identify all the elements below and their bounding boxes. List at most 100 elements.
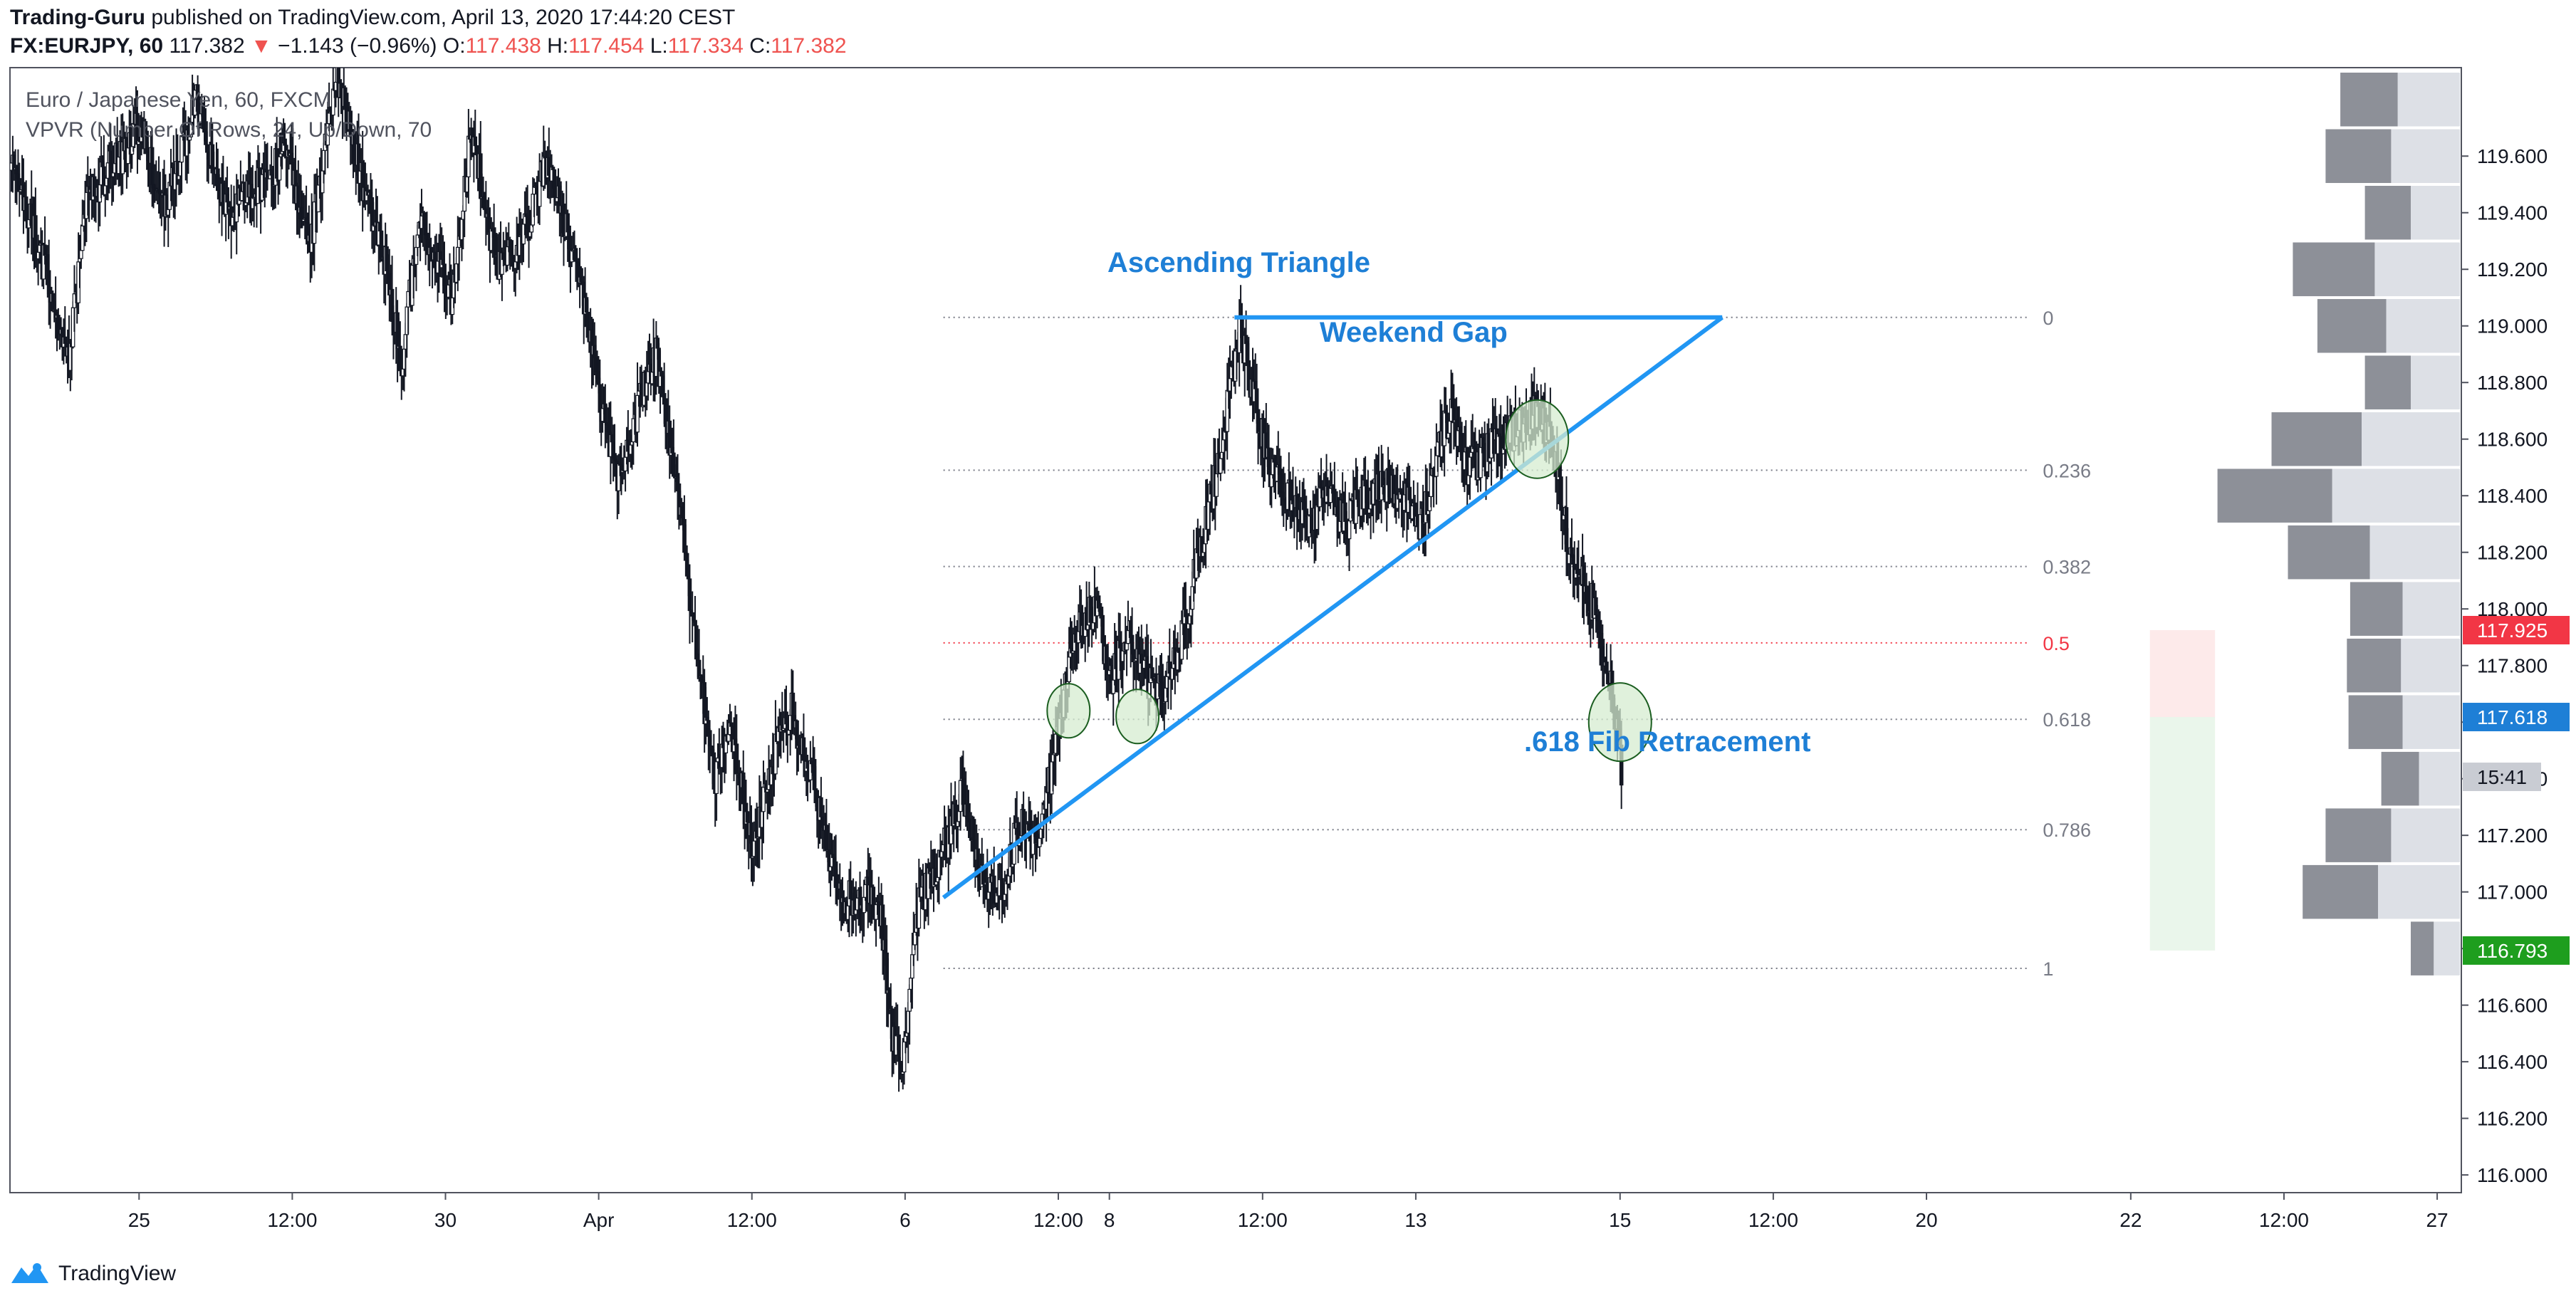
open-label: O: — [442, 34, 466, 58]
fib-retracement-label[interactable]: .618 Fib Retracement — [1524, 726, 1810, 758]
price-tick-label: 119.200 — [2477, 258, 2548, 281]
time-tick-label: 25 — [128, 1209, 150, 1231]
vpvr-legend[interactable]: VPVR (Number Of Rows, 24, Up/Down, 70 — [26, 118, 432, 142]
target-price-tag-text: 117.925 — [2477, 619, 2548, 642]
tradingview-logo-icon[interactable] — [10, 1262, 50, 1286]
target-price-tag-box[interactable] — [2463, 616, 2570, 644]
candle-body — [1125, 643, 1129, 651]
fib-level-label: 0 — [2043, 308, 2053, 329]
close-value: 117.382 — [771, 34, 847, 58]
volume-profile-row-up — [2434, 921, 2460, 975]
tradingview-brand[interactable]: TradingView — [58, 1262, 177, 1285]
low-label: L: — [650, 34, 668, 58]
candle-body — [1037, 837, 1042, 847]
chart-legend: Euro / Japanese Yen, 60, FXCM VPVR (Numb… — [26, 85, 432, 145]
fib-level-label: 0.382 — [2043, 557, 2091, 578]
volume-profile-row-up — [2362, 412, 2460, 466]
ascending-trendline[interactable] — [942, 315, 1724, 900]
time-tick-label: 15 — [1609, 1209, 1631, 1231]
ohlc-bar: FX:EURJPY, 60 117.382 ▼ −1.143 (−0.96%) … — [10, 34, 847, 58]
volume-profile-row-up — [2419, 751, 2460, 806]
price-tick-label: 116.000 — [2477, 1164, 2548, 1186]
volume-profile-row-up — [2411, 185, 2460, 240]
price-tick-label: 117.000 — [2477, 881, 2548, 904]
open-value: 117.438 — [465, 34, 541, 58]
time-tick-label: 6 — [899, 1209, 911, 1231]
time-axis[interactable]: 25 12:00 30 Apr 12:00 6 12:00 8 12:00 13 15 12:00 20… — [128, 1193, 2449, 1231]
symbol-label: FX:EURJPY, 60 — [10, 34, 164, 58]
highlight-circle[interactable] — [1505, 399, 1570, 479]
price-tick-label: 116.600 — [2477, 995, 2548, 1017]
price-tick-label: 117.800 — [2477, 655, 2548, 677]
stop-price-tag-text: 116.793 — [2477, 940, 2548, 962]
ascending-triangle-label[interactable]: Ascending Triangle — [1107, 247, 1370, 278]
price-axis[interactable]: 116.000116.200116.400116.600116.800117.0… — [2461, 145, 2548, 1186]
candle-body — [473, 136, 478, 147]
price-change: −1.143 (−0.96%) — [278, 34, 437, 58]
volume-profile-row-up — [2386, 298, 2460, 353]
time-tick-label: 22 — [2119, 1209, 2142, 1231]
volume-profile-row-up — [2369, 525, 2460, 580]
time-tick-label: 12:00 — [1033, 1209, 1083, 1231]
volume-profile-row-up — [2332, 469, 2460, 523]
volume-profile-row-down — [2271, 412, 2362, 466]
volume-profile-row-up — [2411, 355, 2460, 409]
fib-level-label: 0.236 — [2043, 460, 2091, 481]
chart-pane[interactable] — [9, 67, 2462, 1193]
price-tick-label: 116.400 — [2477, 1051, 2548, 1073]
weekend-gap-label[interactable]: Weekend Gap — [1320, 317, 1508, 348]
volume-profile-row-down — [2381, 751, 2419, 806]
price-tick-label: 117.200 — [2477, 825, 2548, 847]
countdown-text: 15:41 — [2477, 766, 2527, 788]
author-name[interactable]: Trading-Guru — [10, 6, 145, 29]
fib-level-label: 1 — [2043, 958, 2053, 980]
candle-body — [56, 315, 61, 320]
highlight-circle[interactable] — [1115, 689, 1160, 745]
volume-profile-row-down — [2288, 525, 2370, 580]
volume-profile-row-up — [2401, 638, 2460, 693]
high-value: 117.454 — [568, 34, 645, 58]
volume-profile-row-down — [2364, 185, 2411, 240]
candle-body — [791, 692, 796, 716]
candle-body — [1559, 476, 1563, 511]
current-price-tag-text: 117.618 — [2477, 706, 2548, 728]
publish-text: published on TradingView.com, April 13, … — [151, 6, 736, 29]
time-tick-label: 13 — [1404, 1209, 1427, 1231]
stop-price-tag-box[interactable] — [2463, 936, 2570, 965]
volume-profile-row-down — [2293, 242, 2375, 296]
candle-body — [687, 578, 692, 612]
time-tick-label: 8 — [1104, 1209, 1115, 1231]
price-tick-label: 116.200 — [2477, 1108, 2548, 1130]
time-tick-label: Apr — [583, 1209, 615, 1231]
candle-body — [150, 147, 155, 185]
close-label: C: — [749, 34, 771, 58]
candle-body — [1605, 661, 1609, 674]
volume-profile-row-up — [2397, 73, 2460, 127]
fib-level-label: 0.618 — [2043, 709, 2091, 731]
candle-body — [1219, 458, 1223, 474]
candle-body — [1266, 447, 1271, 475]
fib-level-label: 0.786 — [2043, 820, 2091, 841]
candle-body — [1347, 520, 1352, 540]
publish-info: Trading-Guru published on TradingView.co… — [10, 6, 735, 30]
time-tick-label: 20 — [1915, 1209, 1937, 1231]
fib-level-label: 0.5 — [2043, 633, 2070, 654]
volume-profile-row-down — [2364, 355, 2411, 409]
price-tick-label: 118.800 — [2477, 372, 2548, 394]
series-legend[interactable]: Euro / Japanese Yen, 60, FXCM — [26, 88, 331, 112]
profit-target-zone[interactable] — [2149, 630, 2216, 718]
volume-profile-row-up — [2391, 808, 2460, 862]
volume-profile-row-up — [2402, 695, 2460, 749]
highlight-circle[interactable] — [1587, 682, 1652, 763]
time-tick-label: 12:00 — [1238, 1209, 1288, 1231]
price-tick-label: 118.200 — [2477, 542, 2548, 564]
volume-profile-row-down — [2325, 808, 2392, 862]
stop-loss-zone[interactable] — [2149, 717, 2216, 951]
candle-body — [33, 215, 38, 253]
time-tick-label: 12:00 — [727, 1209, 777, 1231]
low-value: 117.334 — [667, 34, 744, 58]
high-label: H: — [547, 34, 569, 58]
highlight-circle[interactable] — [1046, 683, 1091, 739]
current-price-tag-box[interactable] — [2463, 703, 2570, 732]
